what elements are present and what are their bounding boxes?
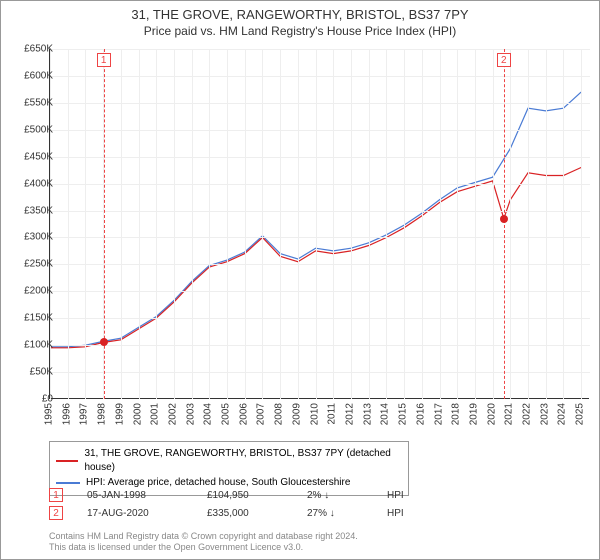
y-axis-label: £450K bbox=[9, 151, 53, 162]
transactions-table: 1 05-JAN-1998 £104,950 2% ↓ HPI 2 17-AUG… bbox=[49, 486, 569, 522]
chart-title: 31, THE GROVE, RANGEWORTHY, BRISTOL, BS3… bbox=[1, 7, 599, 22]
tx-hpi-label: HPI bbox=[387, 508, 427, 519]
x-axis-label: 2019 bbox=[468, 403, 479, 425]
marker-dot bbox=[500, 215, 508, 223]
legend-swatch-property bbox=[56, 460, 78, 462]
x-axis-label: 2023 bbox=[539, 403, 550, 425]
chart-area: 12 bbox=[49, 49, 589, 399]
marker-dot bbox=[100, 338, 108, 346]
y-axis-label: £550K bbox=[9, 97, 53, 108]
x-axis-label: 1997 bbox=[79, 403, 90, 425]
x-axis-label: 2020 bbox=[486, 403, 497, 425]
x-axis-label: 2015 bbox=[398, 403, 409, 425]
x-axis-label: 2003 bbox=[185, 403, 196, 425]
x-axis-label: 2005 bbox=[221, 403, 232, 425]
plot-area: 12 bbox=[49, 49, 589, 399]
x-axis-label: 2024 bbox=[557, 403, 568, 425]
x-axis-label: 2004 bbox=[203, 403, 214, 425]
x-axis-label: 2014 bbox=[380, 403, 391, 425]
y-axis-label: £100K bbox=[9, 340, 53, 351]
y-axis-label: £400K bbox=[9, 178, 53, 189]
marker-vline bbox=[504, 49, 505, 399]
chart-subtitle: Price paid vs. HM Land Registry's House … bbox=[1, 24, 599, 38]
tx-marker-1: 1 bbox=[49, 488, 63, 502]
x-axis-label: 2025 bbox=[575, 403, 586, 425]
tx-date: 17-AUG-2020 bbox=[87, 508, 207, 519]
marker-box: 1 bbox=[97, 53, 111, 67]
x-axis-label: 2011 bbox=[327, 403, 338, 425]
table-row: 1 05-JAN-1998 £104,950 2% ↓ HPI bbox=[49, 486, 569, 504]
tx-hpi-label: HPI bbox=[387, 490, 427, 501]
x-axis-label: 2001 bbox=[150, 403, 161, 425]
y-axis-label: £600K bbox=[9, 70, 53, 81]
x-axis-label: 2016 bbox=[415, 403, 426, 425]
y-axis-label: £650K bbox=[9, 44, 53, 55]
x-axis-label: 2010 bbox=[309, 403, 320, 425]
marker-vline bbox=[104, 49, 105, 399]
x-axis-label: 1996 bbox=[61, 403, 72, 425]
x-axis-label: 2006 bbox=[238, 403, 249, 425]
marker-box: 2 bbox=[497, 53, 511, 67]
y-axis-label: £350K bbox=[9, 205, 53, 216]
tx-pct: 27% ↓ bbox=[307, 508, 387, 519]
x-axis-label: 1999 bbox=[114, 403, 125, 425]
y-axis-label: £50K bbox=[9, 367, 53, 378]
footnote: Contains HM Land Registry data © Crown c… bbox=[49, 531, 358, 553]
x-axis-label: 2008 bbox=[274, 403, 285, 425]
y-axis-label: £200K bbox=[9, 286, 53, 297]
x-axis-label: 2007 bbox=[256, 403, 267, 425]
x-axis-label: 2012 bbox=[344, 403, 355, 425]
tx-date: 05-JAN-1998 bbox=[87, 490, 207, 501]
x-axis-label: 2017 bbox=[433, 403, 444, 425]
x-axis-label: 2013 bbox=[362, 403, 373, 425]
x-axis-label: 1995 bbox=[44, 403, 55, 425]
y-axis-label: £500K bbox=[9, 124, 53, 135]
table-row: 2 17-AUG-2020 £335,000 27% ↓ HPI bbox=[49, 504, 569, 522]
series-lines bbox=[50, 49, 590, 399]
tx-pct: 2% ↓ bbox=[307, 490, 387, 501]
y-axis-label: £300K bbox=[9, 232, 53, 243]
legend-swatch-hpi bbox=[56, 482, 80, 484]
tx-price: £104,950 bbox=[207, 490, 307, 501]
x-axis-label: 1998 bbox=[97, 403, 108, 425]
tx-price: £335,000 bbox=[207, 508, 307, 519]
x-axis-label: 2009 bbox=[291, 403, 302, 425]
x-axis-label: 2002 bbox=[167, 403, 178, 425]
x-axis-label: 2000 bbox=[132, 403, 143, 425]
x-axis-label: 2018 bbox=[451, 403, 462, 425]
tx-marker-2: 2 bbox=[49, 506, 63, 520]
y-axis-label: £150K bbox=[9, 313, 53, 324]
y-axis-label: £250K bbox=[9, 259, 53, 270]
legend-label-property: 31, THE GROVE, RANGEWORTHY, BRISTOL, BS3… bbox=[84, 447, 402, 475]
x-axis-label: 2022 bbox=[522, 403, 533, 425]
x-axis-label: 2021 bbox=[504, 403, 515, 425]
